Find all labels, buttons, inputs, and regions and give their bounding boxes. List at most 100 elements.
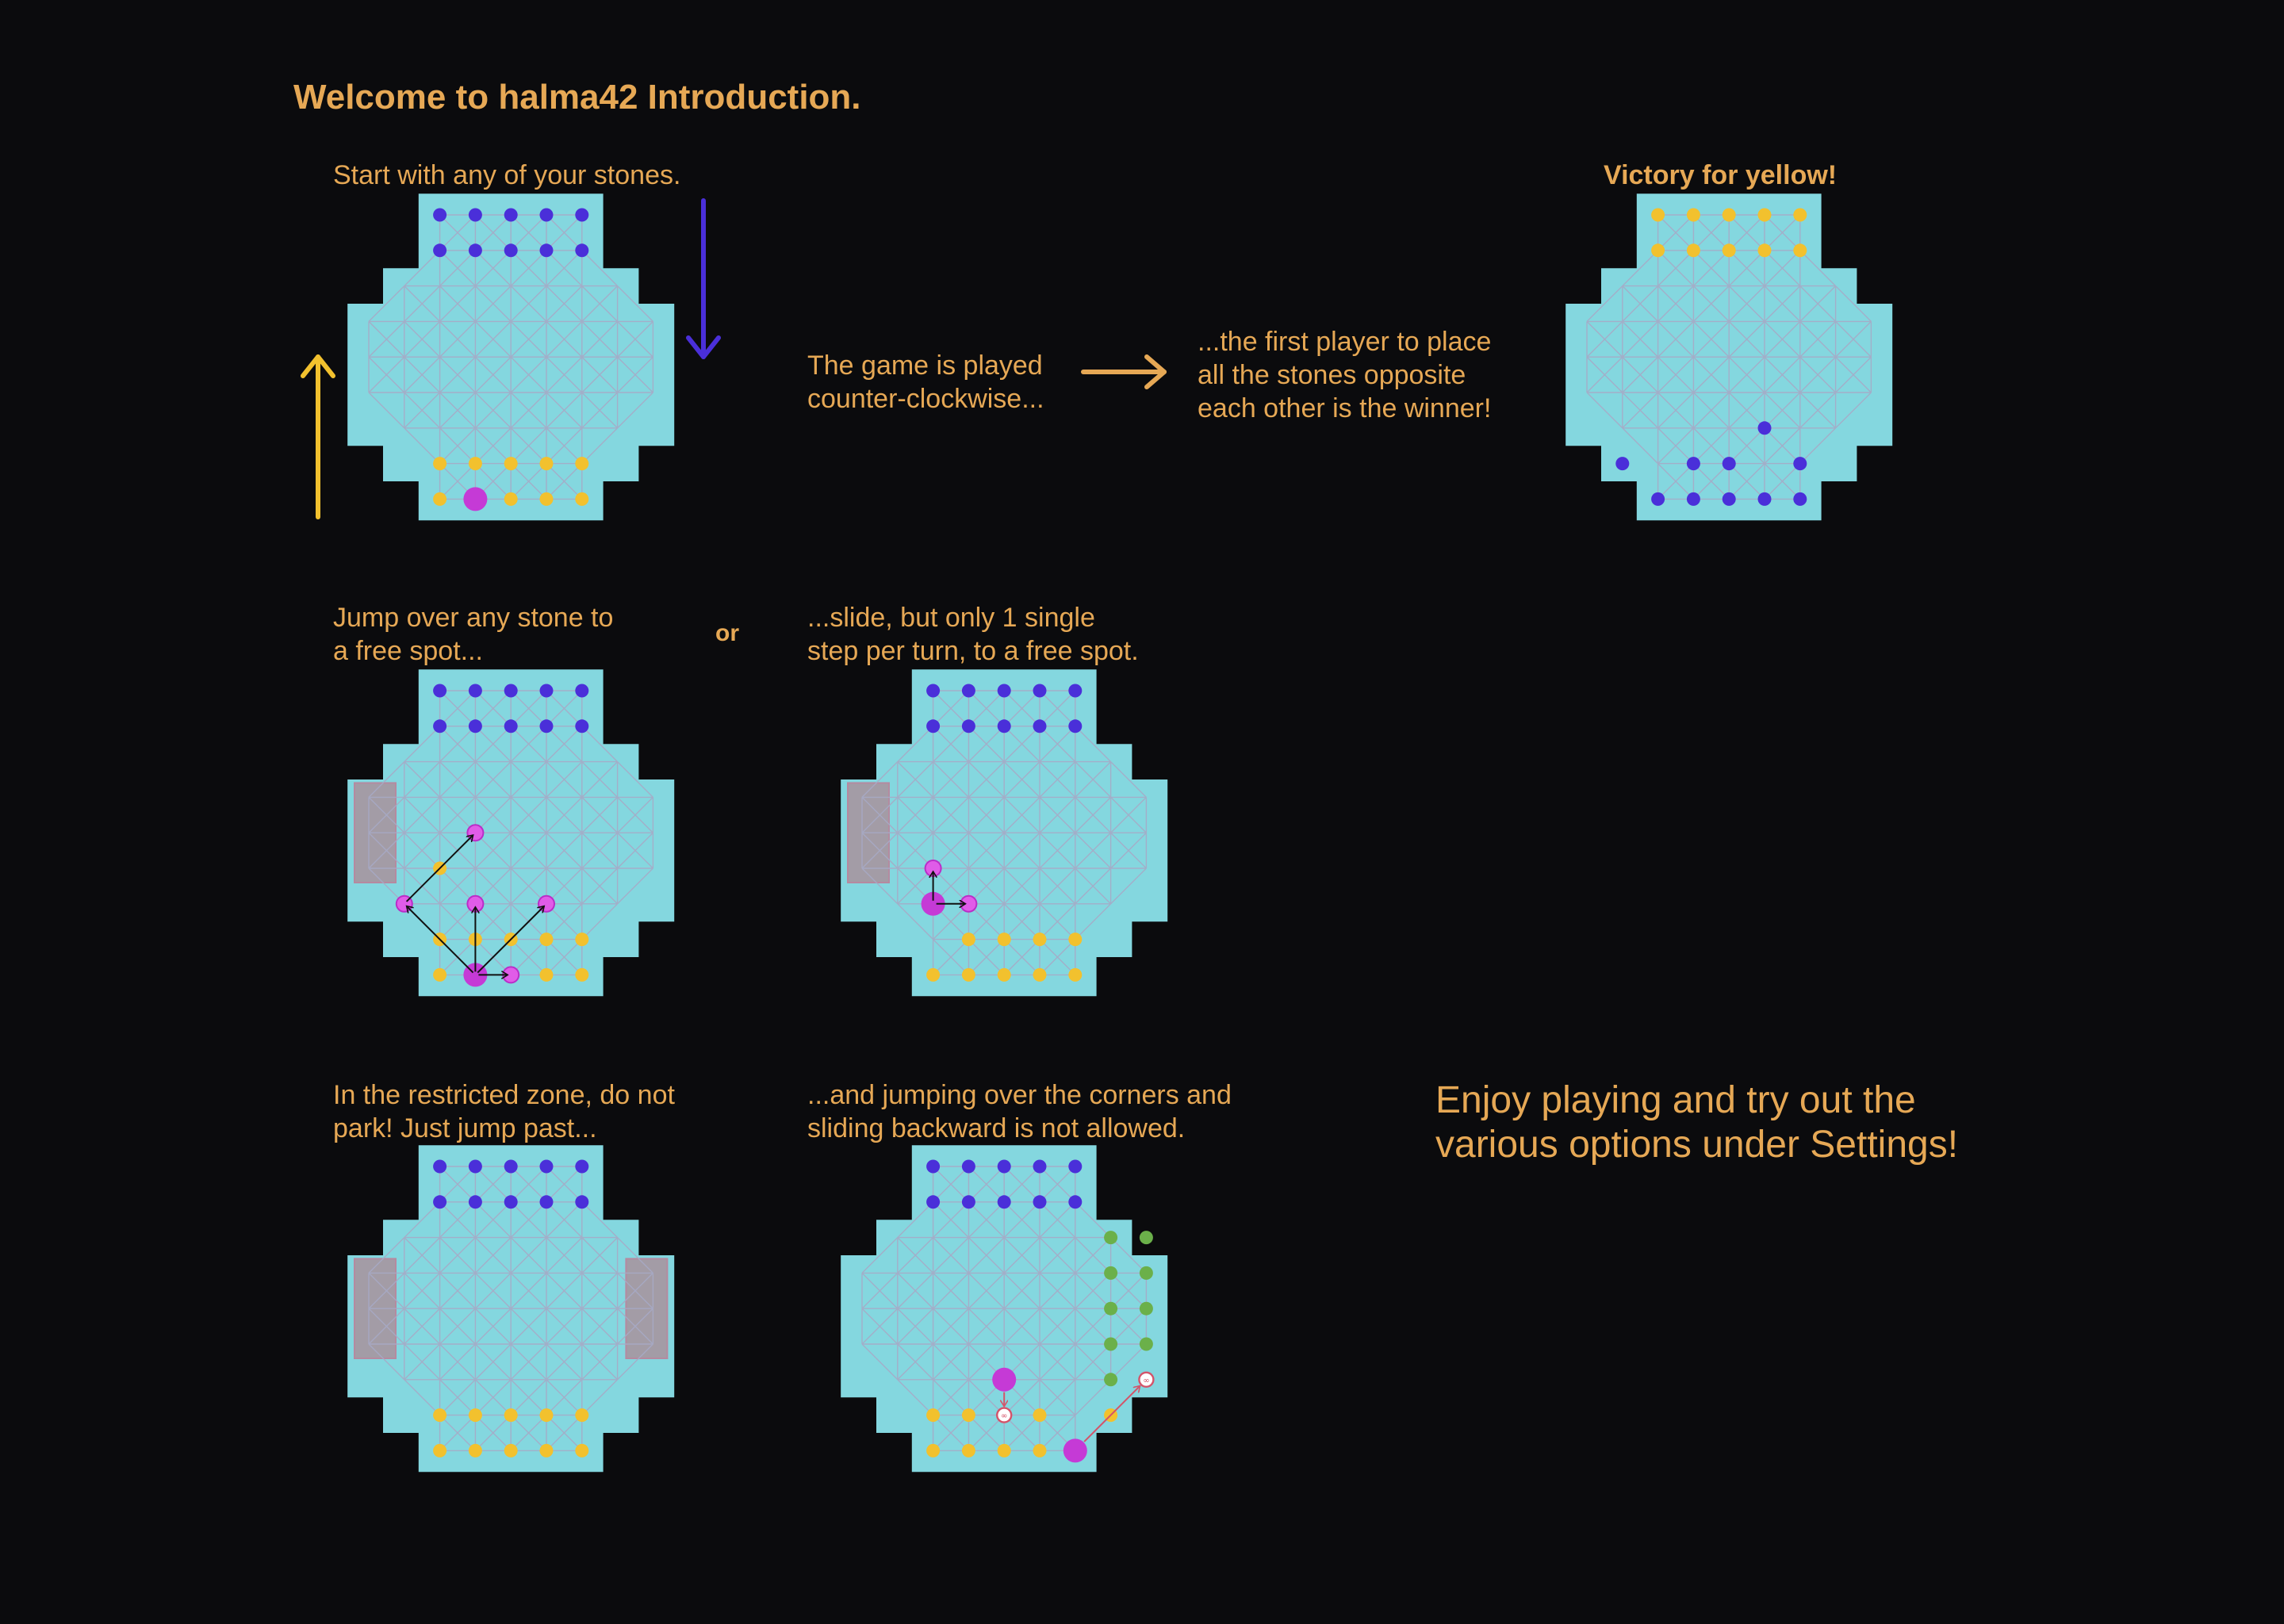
move-arrow [405,835,473,902]
blue-stone [1651,492,1665,506]
yellow-stone [1793,243,1807,258]
blue-stone [468,243,482,258]
yellow-stone [433,1408,447,1423]
blue-stone [468,684,482,698]
blue-stone [1686,492,1700,506]
blue-stone [433,684,447,698]
blue-stone [961,1159,975,1174]
caption-first-line-2: all the stones opposite [1198,360,1466,390]
magenta-stone [463,487,488,511]
blue-stone [539,1195,554,1209]
blue-stone [1068,1159,1083,1174]
yellow-stone [575,492,589,506]
yellow-stone [1722,208,1736,222]
forbidden-spot-icon: ∞ [1138,1371,1155,1388]
yellow-stone [1033,933,1047,947]
yellow-stone [504,1443,518,1457]
blue-stone [1068,684,1083,698]
blue-stone [1033,719,1047,733]
blue-stone [926,1195,941,1209]
yellow-stone [1686,208,1700,222]
blue-stone [1793,492,1807,506]
yellow-stone [961,1443,975,1457]
caption-slide: ...slide, but only 1 single step per tur… [807,601,1139,668]
magenta-stone [1063,1438,1087,1463]
caption-first-line-3: each other is the winner! [1198,393,1492,423]
yellow-stone [1033,1408,1047,1423]
board-grid [1586,214,1872,500]
yellow-stone [575,1443,589,1457]
magenta-stone [992,1367,1017,1392]
blue-stone [504,208,518,222]
blue-stone [1757,421,1772,435]
blue-stone [433,208,447,222]
caption-first: ...the first player to place all the sto… [1198,325,1491,425]
blue-stone [433,719,447,733]
blue-stone [961,1195,975,1209]
caption-played-line-2: counter-clockwise... [807,384,1044,414]
caption-victory: Victory for yellow! [1604,160,1838,190]
yellow-stone [433,492,447,506]
stones [433,208,589,511]
yellow-stone [926,1443,941,1457]
blue-stone [961,719,975,733]
board-slide [841,669,1168,997]
caption-jump-line-2: a free spot... [333,636,483,666]
yellow-stone [539,933,554,947]
caption-restricted-line-1: In the restricted zone, do not [333,1080,675,1110]
stones [921,684,1083,982]
forbidden-spot-icon: ∞ [995,1407,1013,1423]
green-stone [1104,1337,1118,1351]
yellow-stone [997,933,1011,947]
blue-stone [468,208,482,222]
blue-stone [1757,492,1772,506]
caption-corners: ...and jumping over the corners and slid… [807,1078,1232,1145]
blue-stone [575,208,589,222]
blue-stone [1793,457,1807,471]
yellow-stone [1033,967,1047,982]
yellow-stone [1068,933,1083,947]
board-jump [347,669,675,997]
svg-text:∞: ∞ [1143,1377,1149,1385]
yellow-stone [504,492,518,506]
blue-stone [504,243,518,258]
caption-corners-line-2: sliding backward is not allowed. [807,1113,1186,1143]
blue-stone [433,1195,447,1209]
green-stone [1104,1266,1118,1280]
blue-stone [1686,457,1700,471]
green-stone [1104,1301,1118,1316]
yellow-stone [539,492,554,506]
yellow-stone [575,933,589,947]
yellow-stone [575,967,589,982]
caption-restricted-line-2: park! Just jump past... [333,1113,597,1143]
blue-stone [1068,1195,1083,1209]
caption-restricted: In the restricted zone, do not park! Jus… [333,1078,675,1145]
yellow-stone [575,1408,589,1423]
board-corners: ∞∞ [841,1145,1168,1473]
caption-played-line-1: The game is played [807,350,1043,381]
green-stone [1104,1231,1118,1245]
yellow-stone [575,457,589,471]
blue-stone [433,243,447,258]
green-stone [1139,1231,1153,1245]
yellow-stone [961,1408,975,1423]
blue-stone [468,719,482,733]
caption-slide-line-1: ...slide, but only 1 single [807,603,1095,633]
blue-stone [575,1159,589,1174]
yellow-stone [504,1408,518,1423]
blue-stone [1033,684,1047,698]
move-arrow [477,906,544,974]
yellow-stone [504,457,518,471]
stones: ∞∞ [926,1159,1155,1463]
blue-stone [926,719,941,733]
board-start [347,193,675,521]
yellow-stone [926,967,941,982]
green-stone [1139,1301,1153,1316]
blue-stone [539,719,554,733]
blue-stone [575,1195,589,1209]
yellow-stone [1686,243,1700,258]
blue-stone [1068,719,1083,733]
yellow-stone [997,1443,1011,1457]
yellow-stone [1793,208,1807,222]
move-arrow [1083,1386,1140,1442]
